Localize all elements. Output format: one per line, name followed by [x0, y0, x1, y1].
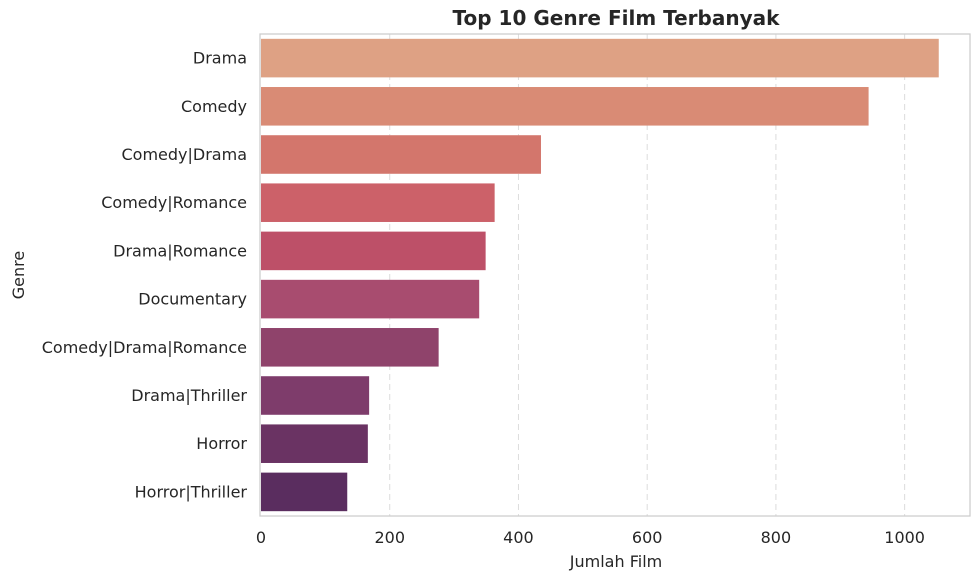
y-tick-label: Horror	[196, 434, 247, 453]
bar	[261, 279, 480, 319]
bar	[261, 376, 370, 415]
x-tick-labels: 0 200 400 600 800 1000	[256, 528, 925, 547]
x-tick-label: 800	[761, 528, 792, 547]
y-tick-label: Horror|Thriller	[135, 482, 248, 501]
x-tick-label: 1000	[884, 528, 925, 547]
y-tick-label: Comedy|Drama	[122, 145, 248, 164]
x-tick-label: 200	[374, 528, 405, 547]
y-tick-label: Drama	[193, 49, 247, 68]
bar	[261, 328, 439, 367]
x-axis-label: Jumlah Film	[569, 552, 662, 571]
y-tick-label: Drama|Thriller	[131, 386, 247, 405]
y-tick-labels: Drama Comedy Comedy|Drama Comedy|Romance Dra…	[42, 49, 248, 502]
bars	[261, 38, 939, 512]
bar	[261, 38, 939, 78]
y-tick-label: Documentary	[138, 290, 247, 309]
chart-title: Top 10 Genre Film Terbanyak	[453, 6, 781, 30]
plot-frame	[259, 33, 971, 517]
y-axis-label: Genre	[9, 251, 28, 299]
y-tick-label: Comedy|Romance	[101, 193, 247, 212]
bar	[261, 135, 541, 174]
y-tick-label: Drama|Romance	[113, 241, 247, 260]
x-tick-label: 400	[503, 528, 534, 547]
y-tick-label: Comedy	[181, 97, 247, 116]
bar	[261, 424, 368, 463]
bar	[261, 183, 495, 222]
bar	[261, 231, 486, 271]
x-tick-label: 600	[632, 528, 663, 547]
x-tick-label: 0	[256, 528, 266, 547]
bar	[261, 87, 869, 126]
y-tick-label: Comedy|Drama|Romance	[42, 338, 247, 357]
bar	[261, 472, 348, 512]
